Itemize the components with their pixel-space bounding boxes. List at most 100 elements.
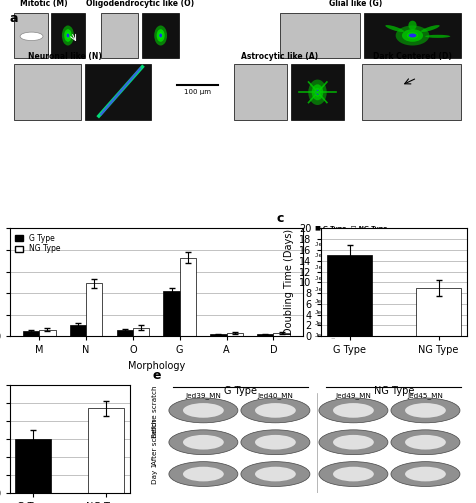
Text: Jed39_MN: Jed39_MN — [314, 309, 342, 315]
Text: Jed18_MN  Jed45_MN: Jed18_MN Jed45_MN — [314, 275, 377, 281]
Ellipse shape — [401, 29, 422, 42]
Circle shape — [169, 398, 238, 423]
Text: Jed45_MN: Jed45_MN — [407, 392, 443, 399]
X-axis label: Morphology: Morphology — [128, 361, 185, 371]
Ellipse shape — [424, 35, 449, 38]
Legend: G Type, NG Type: G Type, NG Type — [13, 232, 61, 255]
Text: G Type: G Type — [224, 386, 257, 395]
Bar — [327, 256, 371, 337]
Y-axis label: Doubling Time (Days): Doubling Time (Days) — [283, 229, 293, 336]
Ellipse shape — [314, 88, 320, 97]
Circle shape — [20, 32, 43, 41]
Circle shape — [390, 462, 459, 486]
Text: Oligodendrocytic like (O): Oligodendrocytic like (O) — [86, 0, 194, 9]
Circle shape — [318, 430, 387, 455]
Bar — [257, 334, 273, 337]
Text: Before scratch: Before scratch — [152, 386, 158, 438]
FancyBboxPatch shape — [279, 14, 359, 57]
Circle shape — [240, 462, 309, 486]
Text: Jed49_MN: Jed49_MN — [335, 392, 371, 399]
Circle shape — [332, 403, 373, 418]
Bar — [163, 291, 179, 337]
Bar — [88, 408, 124, 493]
Bar — [86, 283, 102, 337]
Bar — [273, 333, 289, 337]
Bar — [179, 258, 196, 337]
FancyBboxPatch shape — [14, 14, 49, 57]
Text: NG Type: NG Type — [373, 386, 413, 395]
Ellipse shape — [156, 29, 164, 42]
Circle shape — [183, 467, 223, 481]
Text: Mitotic (M): Mitotic (M) — [20, 0, 68, 9]
FancyBboxPatch shape — [14, 64, 80, 120]
Circle shape — [404, 467, 445, 481]
Text: Astrocytic like (A): Astrocytic like (A) — [241, 52, 317, 61]
Circle shape — [255, 403, 295, 418]
Bar — [133, 327, 149, 337]
Circle shape — [255, 467, 295, 481]
Ellipse shape — [154, 26, 167, 45]
FancyBboxPatch shape — [233, 64, 286, 120]
FancyBboxPatch shape — [290, 64, 343, 120]
Ellipse shape — [158, 32, 162, 39]
Ellipse shape — [408, 34, 416, 37]
Text: After scratch: After scratch — [152, 419, 158, 465]
Circle shape — [332, 435, 373, 450]
FancyBboxPatch shape — [101, 14, 138, 57]
Circle shape — [318, 462, 387, 486]
Text: a: a — [10, 12, 18, 25]
Circle shape — [183, 403, 223, 418]
Text: Jed12_MN  Jed49_MN: Jed12_MN Jed49_MN — [314, 264, 377, 270]
Circle shape — [332, 467, 373, 481]
Bar — [226, 333, 242, 337]
Ellipse shape — [307, 79, 326, 105]
Text: ■ G Type  □ NG Type: ■ G Type □ NG Type — [314, 226, 387, 231]
Ellipse shape — [66, 32, 70, 39]
Ellipse shape — [159, 34, 162, 37]
Ellipse shape — [67, 34, 69, 37]
Bar — [69, 325, 86, 337]
Circle shape — [169, 462, 238, 486]
Ellipse shape — [407, 21, 416, 30]
Text: Neuronal like (N): Neuronal like (N) — [28, 52, 101, 61]
Text: Jed39_MN: Jed39_MN — [185, 392, 221, 399]
FancyBboxPatch shape — [85, 64, 151, 120]
Text: e: e — [152, 369, 160, 382]
FancyBboxPatch shape — [50, 14, 85, 57]
Circle shape — [183, 435, 223, 450]
Text: Jed40_MN: Jed40_MN — [314, 320, 342, 326]
FancyBboxPatch shape — [142, 14, 178, 57]
Bar — [116, 330, 133, 337]
Text: Glial like (G): Glial like (G) — [328, 0, 381, 9]
Circle shape — [255, 435, 295, 450]
Ellipse shape — [64, 29, 71, 42]
Text: Jed62_MN: Jed62_MN — [314, 332, 342, 338]
FancyBboxPatch shape — [361, 64, 460, 120]
Text: c: c — [276, 212, 283, 225]
Text: Jed09_MN  Jed18_MN: Jed09_MN Jed18_MN — [314, 253, 377, 258]
Text: Day 1: Day 1 — [152, 463, 158, 484]
Ellipse shape — [420, 25, 439, 32]
Text: Jed40_MN: Jed40_MN — [257, 392, 293, 399]
Ellipse shape — [406, 32, 417, 39]
Circle shape — [318, 398, 387, 423]
Ellipse shape — [62, 26, 74, 45]
Circle shape — [404, 435, 445, 450]
Text: 100 μm: 100 μm — [183, 89, 210, 95]
Circle shape — [240, 398, 309, 423]
Text: Jed34_MN: Jed34_MN — [314, 298, 342, 304]
Bar — [23, 331, 39, 337]
Ellipse shape — [395, 26, 428, 45]
Circle shape — [390, 398, 459, 423]
Circle shape — [404, 403, 445, 418]
Text: Jed04_MN  Jed16_MN: Jed04_MN Jed16_MN — [314, 241, 377, 247]
Bar — [416, 288, 460, 337]
FancyBboxPatch shape — [364, 14, 460, 57]
Circle shape — [390, 430, 459, 455]
Bar — [39, 330, 56, 337]
Ellipse shape — [385, 25, 403, 32]
Ellipse shape — [311, 85, 323, 100]
Ellipse shape — [315, 90, 319, 95]
Text: Dark Centered (D): Dark Centered (D) — [372, 52, 451, 61]
Text: Jed33_MN  Jed79_MN: Jed33_MN Jed79_MN — [314, 287, 377, 292]
